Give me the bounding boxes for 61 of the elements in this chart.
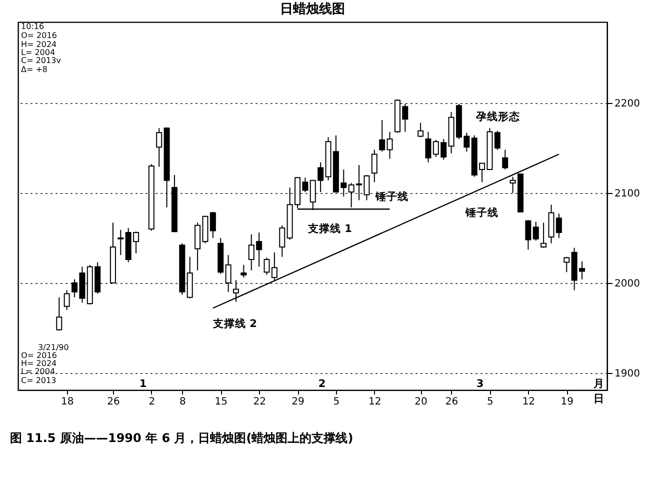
candlestick bbox=[540, 222, 547, 248]
candlestick bbox=[379, 120, 386, 152]
candlestick bbox=[240, 264, 247, 278]
x-tick-label: 8 bbox=[179, 396, 186, 408]
text: 10:16 bbox=[21, 22, 44, 31]
candlestick bbox=[271, 252, 278, 281]
annotation: C= 2013v bbox=[21, 56, 62, 65]
annotation: 锤子线 bbox=[464, 206, 498, 219]
candlestick bbox=[418, 122, 424, 138]
candlestick bbox=[386, 131, 393, 160]
y-tick-label: 2000 bbox=[614, 278, 640, 290]
annotation: 3/21/90 bbox=[38, 343, 69, 352]
annotation: 孕线形态 bbox=[475, 110, 520, 123]
candlestick bbox=[525, 219, 532, 250]
candlestick bbox=[56, 296, 62, 332]
annotation: H= 2024 bbox=[21, 359, 57, 368]
x-tick-label: 19 bbox=[560, 396, 574, 408]
annotation: C= 2013 bbox=[21, 376, 56, 385]
x-tick-label: 29 bbox=[292, 396, 304, 408]
x-tick-label: 5 bbox=[487, 396, 494, 408]
chart-title: 日蜡烛线图 bbox=[280, 1, 345, 17]
x-tick-label: 26 bbox=[107, 396, 120, 408]
x-tick-label: 20 bbox=[414, 396, 428, 408]
text: L= 2004 bbox=[21, 367, 56, 376]
annotation: O= 2016 bbox=[21, 31, 57, 40]
annotation: 支撑线 2 bbox=[212, 317, 257, 330]
y-tick-label: 2100 bbox=[614, 188, 640, 200]
candlestick bbox=[264, 257, 270, 276]
annotation: H= 2024 bbox=[21, 40, 57, 49]
text: 日 bbox=[594, 393, 604, 405]
annotation: 2 bbox=[318, 378, 326, 390]
x-tick-label: 18 bbox=[60, 396, 74, 408]
candlestick bbox=[371, 149, 378, 183]
text: 月 bbox=[592, 378, 604, 390]
annotation: 锤子线 bbox=[374, 190, 408, 203]
annotation: 支撑线 1 bbox=[307, 222, 352, 235]
candlestick bbox=[64, 290, 70, 310]
x-tick-label: 5 bbox=[333, 396, 340, 408]
x-tick-label: 22 bbox=[253, 396, 266, 408]
annotation: 3 bbox=[476, 378, 484, 390]
candlestick bbox=[532, 221, 539, 242]
candlestick bbox=[210, 211, 216, 238]
caption: 图 11.5 原油——1990 年 6 月，日蜡烛图(蜡烛图上的支撑线) bbox=[10, 431, 354, 445]
candlestick bbox=[156, 128, 162, 168]
annotation: 1 bbox=[139, 378, 147, 390]
x-tick-label: 15 bbox=[214, 396, 228, 408]
y-tick-label: 2200 bbox=[614, 98, 640, 110]
x-tick-label: 12 bbox=[368, 396, 382, 408]
candlestick bbox=[564, 256, 570, 273]
x-tick-label: 12 bbox=[522, 396, 536, 408]
candlestick bbox=[425, 131, 432, 163]
x-tick-label: 2 bbox=[148, 396, 156, 408]
candlestick bbox=[494, 130, 500, 150]
candlestick bbox=[502, 149, 508, 170]
x-tick-label: 26 bbox=[445, 396, 458, 408]
text: Δ= +8 bbox=[21, 65, 48, 74]
y-tick-label: 1900 bbox=[614, 368, 640, 380]
candlestick bbox=[279, 224, 286, 258]
text: L= 2004 bbox=[21, 48, 56, 57]
candlestick bbox=[118, 229, 124, 256]
annotation: O= 2016 bbox=[21, 351, 57, 360]
